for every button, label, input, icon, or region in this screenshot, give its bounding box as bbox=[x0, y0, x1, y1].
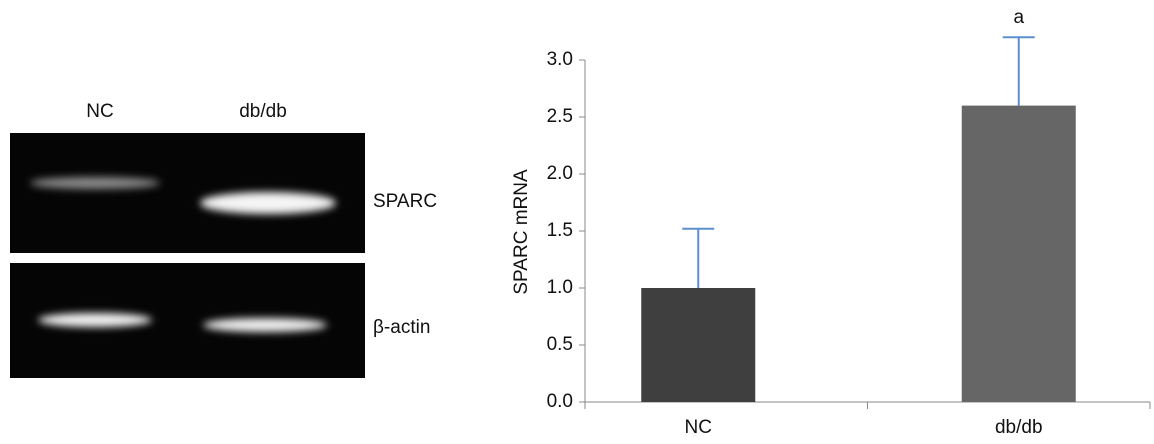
y-tick-label: 0.5 bbox=[547, 334, 573, 355]
blot-panel bbox=[10, 133, 365, 253]
bar bbox=[641, 288, 755, 402]
x-tick-label: db/db bbox=[995, 417, 1043, 438]
figure: NC db/db SPARC β-actin SPARC mRNA 0.0 0.5… bbox=[0, 0, 1154, 444]
y-tick-label: 1.0 bbox=[547, 277, 573, 298]
y-tick-label: 3.0 bbox=[547, 49, 573, 70]
y-tick-label: 2.0 bbox=[547, 163, 573, 184]
y-tick-label: 0.0 bbox=[547, 391, 573, 412]
band bbox=[203, 318, 327, 332]
error-bar bbox=[1003, 37, 1035, 105]
band-label: β-actin bbox=[373, 317, 430, 338]
bar bbox=[962, 106, 1076, 402]
western-blot: NC db/db SPARC β-actin bbox=[10, 101, 437, 378]
y-tick-label: 1.5 bbox=[547, 220, 573, 241]
lane-label: db/db bbox=[239, 101, 287, 122]
band bbox=[200, 192, 336, 214]
annotation: a bbox=[1013, 7, 1024, 28]
band-label: SPARC bbox=[373, 191, 437, 212]
y-tick-label: 2.5 bbox=[547, 106, 573, 127]
band bbox=[38, 313, 152, 327]
x-tick-label: NC bbox=[685, 417, 712, 438]
y-axis-label: SPARC mRNA bbox=[511, 169, 532, 295]
error-bar bbox=[682, 229, 714, 288]
band bbox=[30, 177, 160, 189]
lane-label: NC bbox=[86, 101, 113, 122]
